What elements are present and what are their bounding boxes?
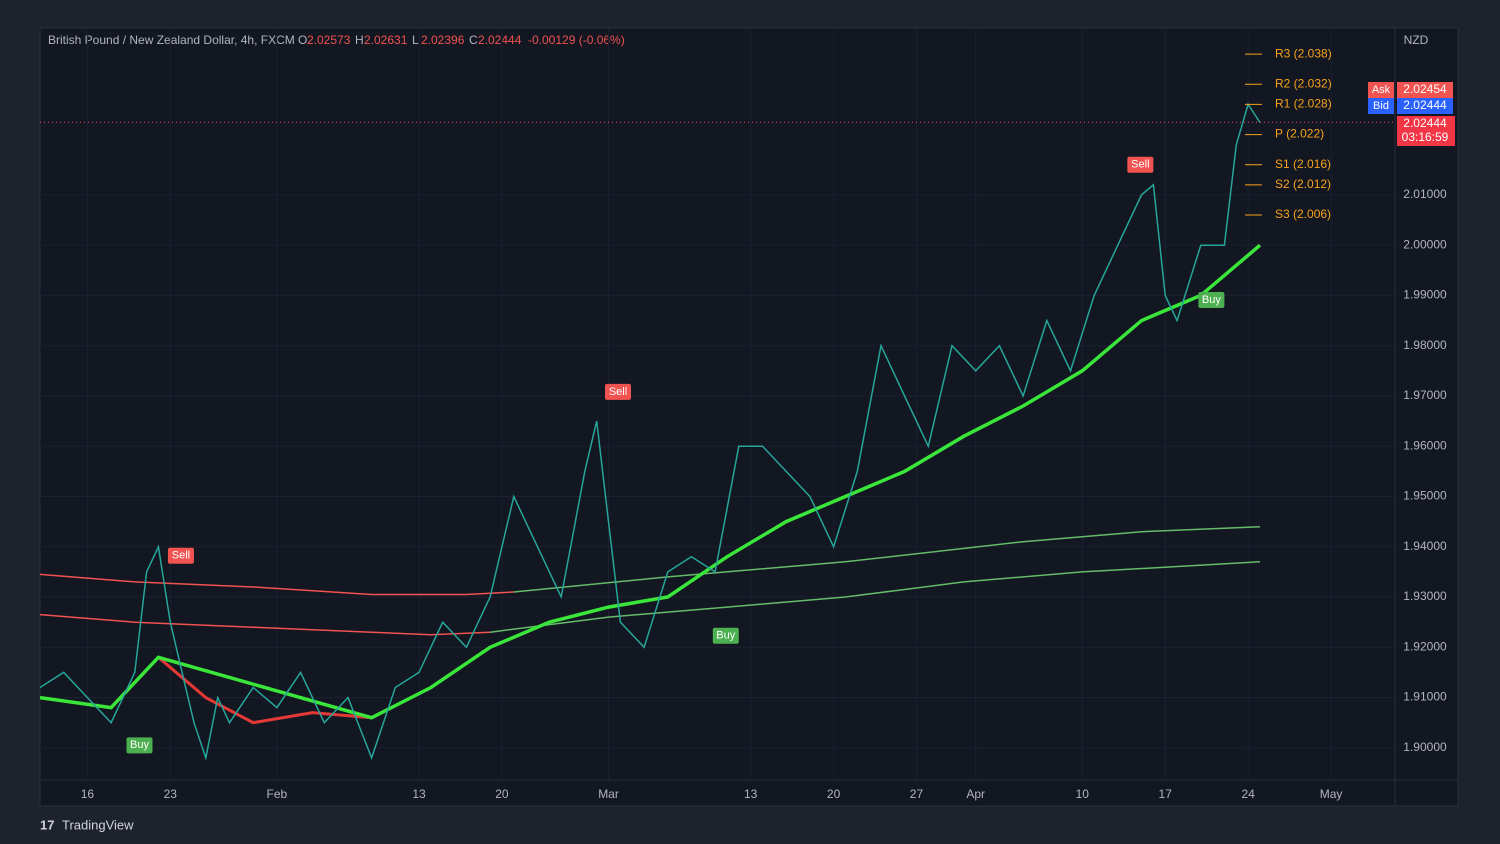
ohlc-label: C <box>469 33 478 47</box>
x-tick-label: 24 <box>1241 787 1255 801</box>
ask-value-box <box>1397 82 1453 98</box>
pivot-label: R2 (2.032) <box>1275 76 1332 90</box>
y-tick-label: 1.98000 <box>1403 338 1447 352</box>
y-tick-label: 1.91000 <box>1403 690 1447 704</box>
ask-tag-label: Ask <box>1372 84 1391 96</box>
signal-label: Buy <box>716 630 735 642</box>
brand: TradingView <box>62 817 134 832</box>
signal: Buy <box>712 627 739 644</box>
ask-value: 2.02454 <box>1403 82 1447 96</box>
pivot-label: P (2.022) <box>1275 127 1324 141</box>
chart-pane <box>39 27 1459 807</box>
y-tick-label: 2.01000 <box>1403 187 1447 201</box>
x-tick-label: 20 <box>495 787 509 801</box>
ohlc-label: O <box>298 33 307 47</box>
ohlc-label: L <box>412 33 419 47</box>
y-tick-label: 1.92000 <box>1403 639 1447 653</box>
signal-marker <box>126 737 153 754</box>
x-tick-label: Apr <box>966 787 985 801</box>
y-tick-label: 1.99000 <box>1403 288 1447 302</box>
x-tick-label: 10 <box>1076 787 1090 801</box>
pivot-label: S2 (2.012) <box>1275 177 1331 191</box>
ohlc-value: 2.02444 <box>478 33 522 47</box>
bid-tag <box>1368 98 1394 114</box>
ask-tag <box>1368 82 1394 98</box>
countdown: 03:16:59 <box>1402 130 1449 144</box>
ohlc-label: H <box>355 33 364 47</box>
change: -0.00129 (-0.06%) <box>528 33 625 47</box>
y-tick-label: 1.93000 <box>1403 589 1447 603</box>
price-line <box>39 102 1261 761</box>
signal-label: Buy <box>1202 294 1221 306</box>
ohlc-value: 2.02396 <box>421 33 465 47</box>
currency: NZD <box>1404 33 1429 47</box>
pivot-label: R1 (2.028) <box>1275 97 1332 111</box>
x-tick-label: 16 <box>81 787 95 801</box>
x-tick-label: 13 <box>412 787 426 801</box>
x-tick-label: May <box>1320 787 1343 801</box>
pivot-label: R3 (2.038) <box>1275 46 1332 60</box>
last-price-box <box>1397 116 1455 146</box>
bid-value-box <box>1397 98 1453 114</box>
last-price: 2.02444 <box>1403 116 1447 130</box>
x-tick-label: Mar <box>598 787 619 801</box>
x-tick-label: 13 <box>744 787 758 801</box>
signal-label: Sell <box>172 550 190 562</box>
y-tick-label: 1.94000 <box>1403 539 1447 553</box>
x-tick-label: 27 <box>910 787 924 801</box>
moving-average <box>39 613 491 636</box>
moving-average <box>39 243 1262 720</box>
x-tick-label: 20 <box>827 787 841 801</box>
moving-average <box>490 561 1261 633</box>
moving-average <box>39 573 514 596</box>
ohlc-value: 2.02573 <box>307 33 351 47</box>
bid-value: 2.02444 <box>1403 98 1447 112</box>
signal: Buy <box>1198 291 1225 308</box>
pivot-label: S1 (2.016) <box>1275 157 1331 171</box>
x-tick-label: 23 <box>164 787 178 801</box>
y-tick-label: 1.90000 <box>1403 740 1447 754</box>
signal: Sell <box>167 547 194 564</box>
y-tick-label: 1.95000 <box>1403 489 1447 503</box>
y-tick-label: 1.97000 <box>1403 388 1447 402</box>
y-tick-label: 1.96000 <box>1403 438 1447 452</box>
signal-marker <box>1198 291 1225 308</box>
signal: Sell <box>605 383 632 400</box>
pivot-label: S3 (2.006) <box>1275 207 1331 221</box>
y-tick-label: 2.00000 <box>1403 237 1447 251</box>
moving-average <box>513 525 1261 593</box>
bid-tag-label: Bid <box>1373 100 1389 112</box>
brand-logo: 17 <box>40 817 54 832</box>
signal-label: Sell <box>1131 159 1149 171</box>
x-tick-label: Feb <box>267 787 288 801</box>
signal-label: Buy <box>130 739 149 751</box>
signal-marker <box>605 383 632 400</box>
signal-label: Sell <box>609 386 627 398</box>
ohlc-value: 2.02631 <box>364 33 408 47</box>
signal-marker <box>1127 156 1154 173</box>
chart-title: British Pound / New Zealand Dollar, 4h, … <box>48 33 295 47</box>
signal: Buy <box>126 737 153 754</box>
signal: Sell <box>1127 156 1154 173</box>
signal-marker <box>167 547 194 564</box>
x-tick-label: 17 <box>1159 787 1173 801</box>
signal-marker <box>712 627 739 644</box>
